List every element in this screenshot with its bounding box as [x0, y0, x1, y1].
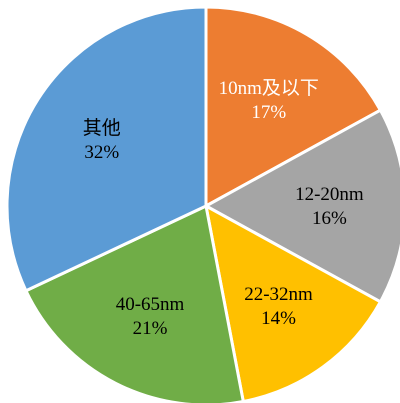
pie-slices	[5, 5, 400, 403]
pie-slice-category-0: 10nm及以下	[219, 78, 319, 99]
pie-slice-category-2: 22-32nm	[244, 284, 313, 305]
pie-slice-percent-2: 14%	[261, 308, 296, 329]
pie-slice-label-1: 12-20nm 16%	[295, 184, 364, 229]
pie-slice-2	[204, 204, 382, 403]
pie-slice-0	[204, 5, 382, 208]
pie-slice-percent-3: 21%	[133, 318, 168, 339]
pie-slice-label-2: 22-32nm 14%	[244, 284, 313, 329]
pie-slice-category-4: 其他	[83, 117, 121, 139]
pie-slice-1	[204, 108, 400, 304]
pie-slice-label-0: 10nm及以下 17%	[219, 78, 319, 123]
pie-slice-4	[5, 5, 208, 293]
pie-labels: 10nm及以下 17% 12-20nm 16% 22-32nm 14% 40-65nm 21%…	[83, 78, 364, 339]
pie-slice-percent-0: 17%	[251, 102, 286, 123]
pie-slice-label-3: 40-65nm 21%	[116, 294, 185, 339]
pie-slice-percent-4: 32%	[84, 142, 119, 163]
pie-slice-3	[24, 204, 245, 403]
pie-slice-category-1: 12-20nm	[295, 184, 364, 205]
pie-slice-label-4: 其他 32%	[83, 117, 121, 163]
pie-slice-percent-1: 16%	[312, 208, 347, 229]
pie-slice-category-3: 40-65nm	[116, 294, 185, 315]
